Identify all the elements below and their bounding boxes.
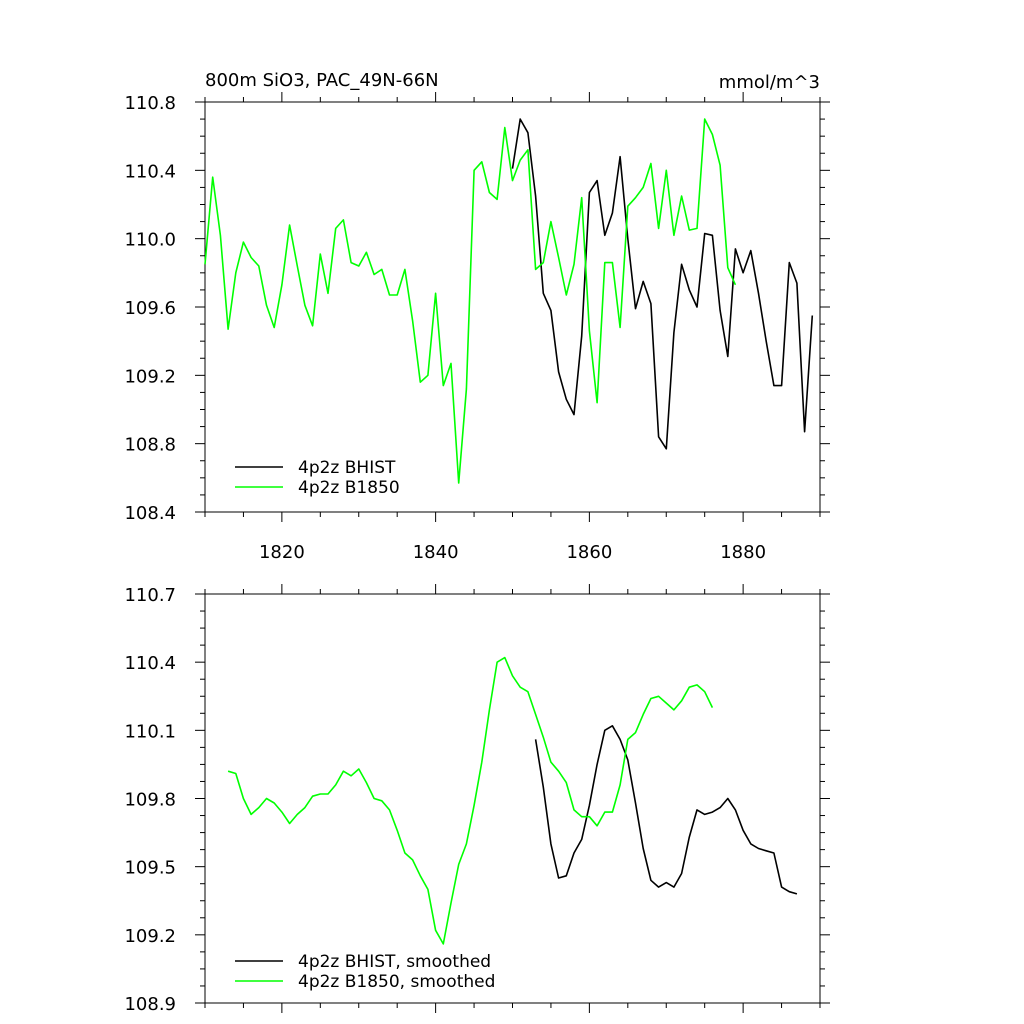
- y-tick-label: 109.5: [124, 858, 176, 879]
- x-tick-label: 1860: [566, 542, 612, 563]
- series-line-b1850: [227, 656, 714, 945]
- x-tick-label: 1840: [413, 542, 459, 563]
- bottom-panel: 108.9 109.2 109.5 109.8 110.1 110.4 110.7 4p2z …: [124, 584, 830, 1015]
- y-tick-label: 110.8: [124, 93, 176, 114]
- y-tick-label: 108.8: [124, 435, 176, 456]
- y-tick-label: 110.4: [124, 161, 176, 182]
- y-tick-label: 109.8: [124, 790, 176, 811]
- units-label: mmol/m^3: [719, 72, 820, 93]
- y-tick-label: 110.4: [124, 653, 176, 674]
- y-tick-label: 110.1: [124, 721, 176, 742]
- legend-label: 4p2z B1850, smoothed: [298, 972, 495, 992]
- y-tick-label: 109.2: [124, 366, 176, 387]
- top-panel: 800m SiO3, PAC_49N-66N mmol/m^3 1820 1840…: [124, 70, 830, 563]
- series-line-bhist: [534, 724, 798, 895]
- y-tick-label: 108.4: [124, 503, 176, 524]
- y-tick-label: 108.9: [124, 994, 176, 1015]
- x-tick-label: 1880: [720, 542, 766, 563]
- legend-label: 4p2z BHIST: [298, 458, 396, 478]
- chart-title: 800m SiO3, PAC_49N-66N: [205, 70, 439, 91]
- y-tick-label: 109.6: [124, 298, 176, 319]
- y-tick-label: 110.0: [124, 230, 176, 251]
- y-tick-label: 110.7: [124, 585, 176, 606]
- series-line-bhist: [511, 118, 814, 450]
- series-line-b1850: [204, 118, 737, 484]
- legend-label: 4p2z B1850: [298, 478, 400, 498]
- x-tick-label: 1820: [259, 542, 305, 563]
- legend-label: 4p2z BHIST, smoothed: [298, 952, 491, 972]
- y-tick-label: 109.2: [124, 926, 176, 947]
